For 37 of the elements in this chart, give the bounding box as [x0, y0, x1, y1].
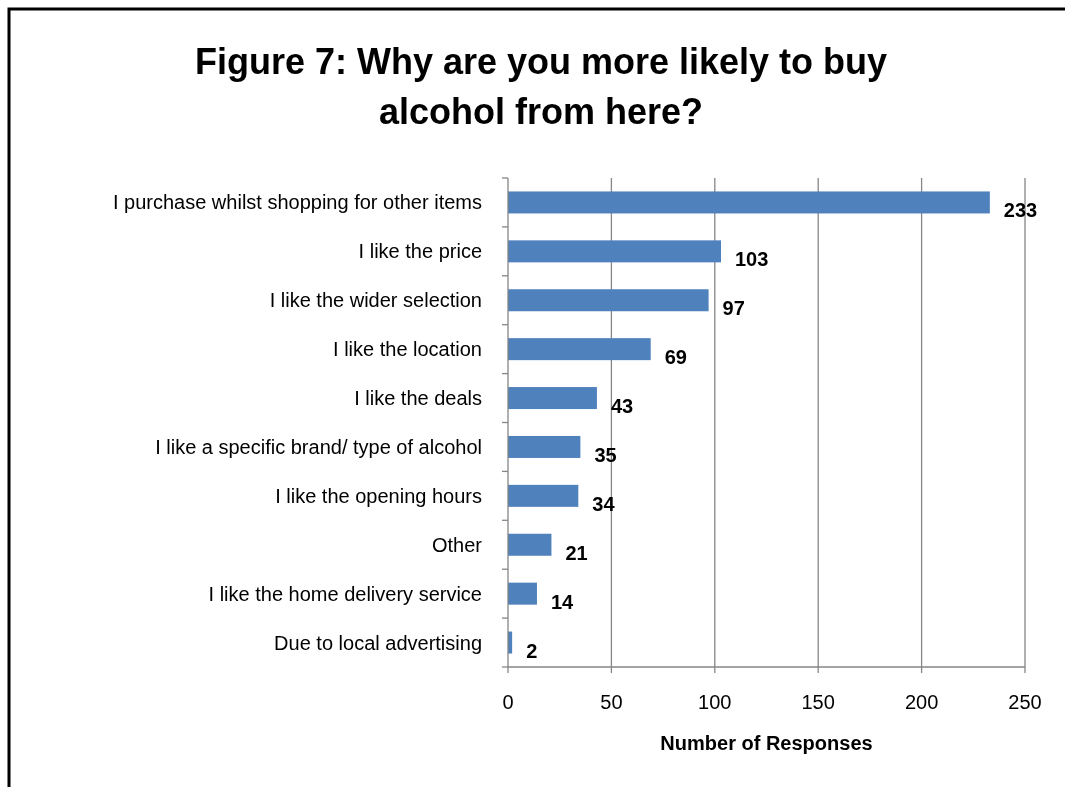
y-tick-label: I like the wider selection: [269, 289, 482, 312]
x-axis-title: Number of Responses: [660, 732, 873, 754]
bar: [508, 533, 552, 556]
x-tick-label: 150: [801, 691, 835, 713]
data-label: 69: [664, 346, 687, 369]
x-tick-label: 250: [1008, 691, 1042, 713]
x-tick-label: 200: [904, 691, 939, 713]
y-tick-label: Other: [431, 533, 483, 556]
data-label: 34: [592, 492, 616, 515]
chart-title: Figure 7: Why are you more likely to buy alcohol from here?: [194, 41, 888, 132]
y-tick-label: I like the location: [333, 338, 482, 361]
y-tick-label: I like the opening hours: [275, 484, 482, 507]
y-tick-label: Due to local advertising: [274, 631, 482, 654]
bar: [508, 338, 651, 361]
bar: [508, 582, 537, 605]
y-tick-label: I like the deals: [354, 387, 482, 410]
bar: [508, 240, 721, 263]
y-tick-label: I like the home delivery service: [208, 582, 482, 605]
x-tick-label: 100: [698, 691, 732, 713]
y-tick-label: I like the price: [358, 240, 482, 263]
bar: [508, 484, 579, 507]
data-label: 35: [594, 443, 617, 466]
data-label: 97: [722, 297, 745, 320]
y-tick-label: I like a specific brand/ type of alcohol: [155, 435, 482, 458]
data-label: 21: [565, 541, 588, 564]
bar: [508, 387, 597, 410]
data-label: 103: [735, 248, 769, 271]
x-tick-label: 0: [502, 691, 514, 713]
data-label: 43: [610, 395, 634, 418]
data-label: 2: [526, 639, 538, 662]
bar: [508, 289, 709, 312]
x-tick-label: 50: [600, 691, 623, 713]
y-tick-label: I purchase whilst shopping for other items: [112, 191, 482, 214]
data-label: 233: [1003, 199, 1038, 222]
data-label: 14: [550, 590, 575, 613]
bar: [508, 191, 990, 214]
bar: [508, 435, 581, 458]
